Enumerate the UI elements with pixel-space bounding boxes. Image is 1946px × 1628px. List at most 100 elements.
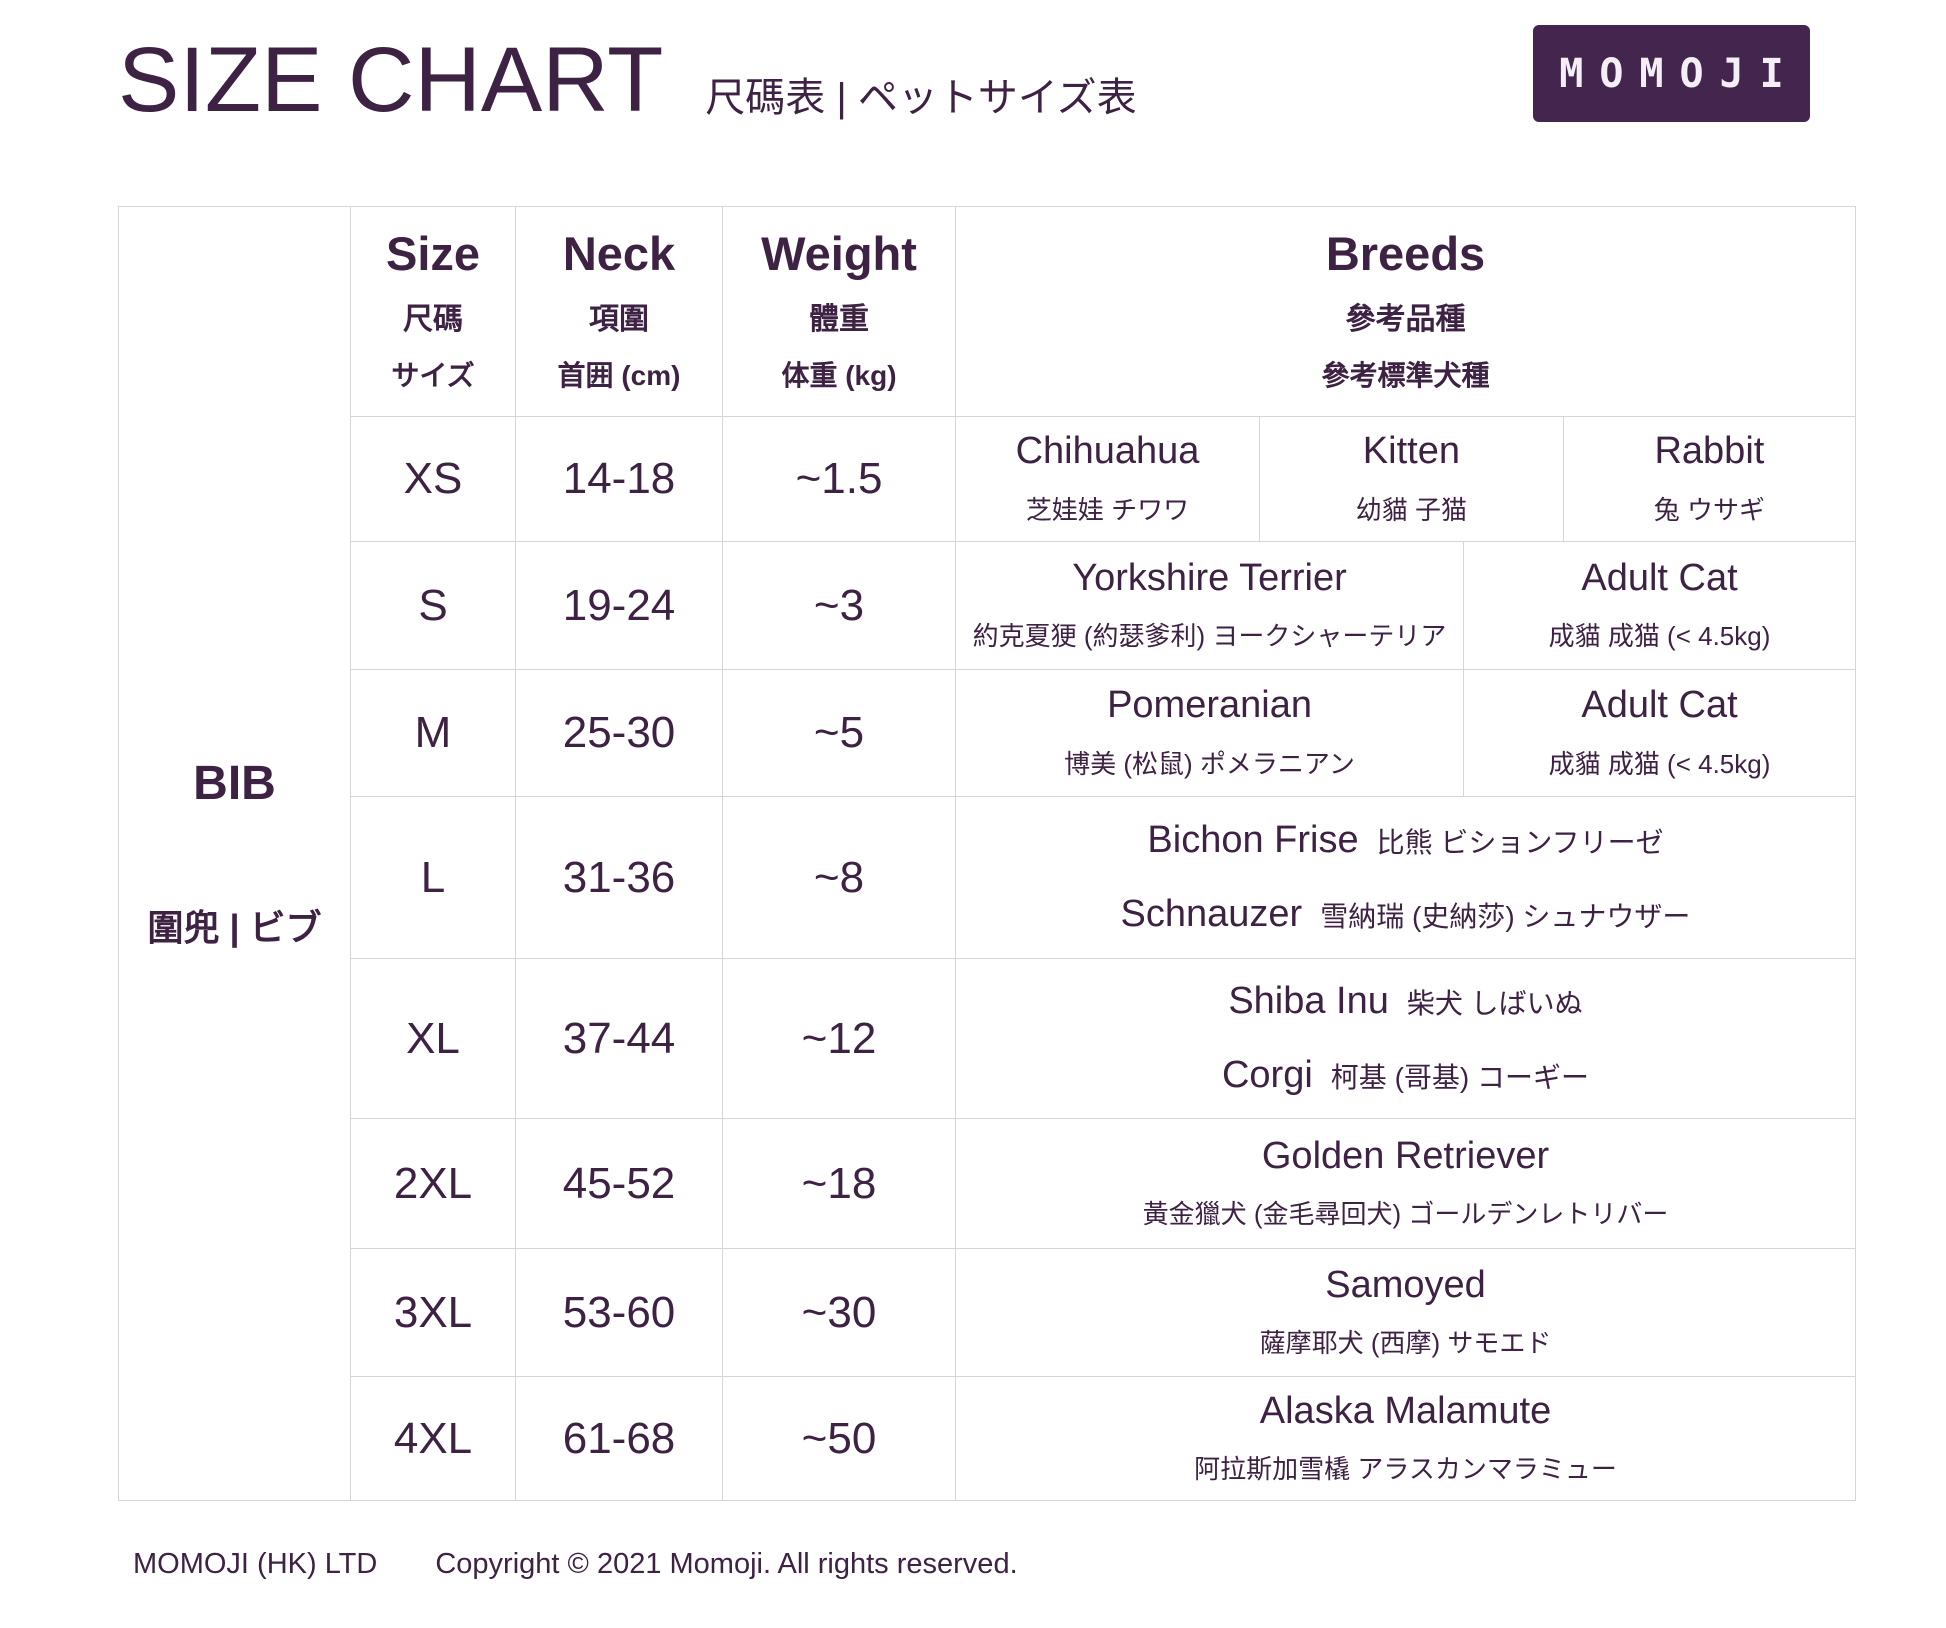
column-header-breeds: Breeds 參考品種 參考標準犬種 — [955, 206, 1856, 417]
breeds-cell: Pomeranian 博美 (松鼠) ポメラニアン Adult Cat 成貓 成猫 (… — [955, 669, 1856, 797]
column-size-en: Size — [385, 226, 481, 280]
momoji-logo: MOMOJI — [1533, 25, 1810, 122]
breed-name-en: Yorkshire Terrier — [1072, 556, 1347, 599]
breeds-group: Shiba Inu 柴犬 しばいぬ Corgi 柯基 (哥基) コーギー — [956, 959, 1855, 1118]
breeds-group: Chihuahua 芝娃娃 チワワ Kitten 幼貓 子猫 Rabbit 兔 ウサギ — [956, 417, 1855, 541]
size-value: XL — [350, 958, 516, 1119]
table-row-xl: XL 37-44 ~12 Shiba Inu 柴犬 しばいぬ Corgi 柯基 (哥基) コ… — [119, 958, 1856, 1119]
breed-name-local: 雪納瑞 (史納莎) シュナウザー — [1320, 900, 1691, 932]
breed-entry: Golden Retriever 黃金獵犬 (金毛尋回犬) ゴールデンレトリバー — [956, 1119, 1855, 1248]
breed-name-local: 阿拉斯加雪橇 アラスカンマラミュー — [1194, 1454, 1617, 1485]
size-value: XS — [350, 416, 516, 542]
breed-name-local: 比熊 ビションフリーゼ — [1376, 826, 1664, 858]
size-value: M — [350, 669, 516, 797]
breeds-cell: Samoyed 薩摩耶犬 (西摩) サモエド — [955, 1248, 1856, 1377]
table-row-s: S 19-24 ~3 Yorkshire Terrier 約克夏㹴 (約瑟爹利) ヨーク… — [119, 541, 1856, 670]
neck-value: 14-18 — [515, 416, 723, 542]
breeds-group: Yorkshire Terrier 約克夏㹴 (約瑟爹利) ヨークシャーテリア Ad… — [956, 542, 1855, 669]
breeds-cell: Alaska Malamute 阿拉斯加雪橇 アラスカンマラミュー — [955, 1376, 1856, 1501]
table-header-row: BIB 圍兜 | ビブ Size 尺碼 サイズ Neck 項圍 首囲 ( — [118, 206, 1856, 1501]
size-value: L — [350, 796, 516, 959]
column-neck-ja: 首囲 (cm) — [557, 360, 681, 392]
table-row-3xl: 3XL 53-60 ~30 Samoyed 薩摩耶犬 (西摩) サモエド — [119, 1248, 1856, 1377]
page-title: SIZE CHART — [118, 29, 664, 131]
table-row-xs: XS 14-18 ~1.5 Chihuahua 芝娃娃 チワワ Kitten 幼貓 子猫 Ra… — [119, 416, 1856, 542]
column-breeds-ja: 參考標準犬種 — [1321, 360, 1490, 392]
breed-name-local: 成貓 成猫 (< 4.5kg) — [1548, 748, 1771, 779]
product-name-local: 圍兜 | ビブ — [147, 907, 322, 948]
table-row-l: L 31-36 ~8 Bichon Frise 比熊 ビションフリーゼ Schnauzer… — [119, 796, 1856, 959]
breed-name-local: 柴犬 しばいぬ — [1406, 987, 1583, 1019]
weight-value: ~5 — [722, 669, 956, 797]
column-weight-ja: 体重 (kg) — [781, 360, 897, 392]
column-header-size: Size 尺碼 サイズ — [350, 206, 516, 417]
product-cell: BIB 圍兜 | ビブ — [118, 206, 351, 1501]
product-label: BIB 圍兜 | ビブ — [119, 756, 350, 951]
breed-name-en: Adult Cat — [1581, 556, 1738, 599]
breed-name-en: Bichon Frise — [1147, 818, 1359, 861]
breed-entry: Adult Cat 成貓 成猫 (< 4.5kg) — [1463, 670, 1855, 796]
breed-name-en: Samoyed — [1325, 1263, 1486, 1306]
size-value: 2XL — [350, 1118, 516, 1249]
breeds-group: Bichon Frise 比熊 ビションフリーゼ Schnauzer 雪納瑞 (史納莎… — [956, 797, 1855, 958]
neck-value: 53-60 — [515, 1248, 723, 1377]
weight-value: ~1.5 — [722, 416, 956, 542]
weight-value: ~18 — [722, 1118, 956, 1249]
breeds-group: Golden Retriever 黃金獵犬 (金毛尋回犬) ゴールデンレトリバー — [956, 1119, 1855, 1248]
breed-entry: Schnauzer 雪納瑞 (史納莎) シュナウザー — [1121, 893, 1691, 936]
product-name-en: BIB — [193, 757, 276, 810]
neck-value: 61-68 — [515, 1376, 723, 1501]
page-subtitle: 尺碼表 | ペットサイズ表 — [705, 76, 1137, 120]
breeds-group: Alaska Malamute 阿拉斯加雪橇 アラスカンマラミュー — [956, 1377, 1855, 1500]
breed-entry: Pomeranian 博美 (松鼠) ポメラニアン — [956, 670, 1463, 796]
table-row-4xl: 4XL 61-68 ~50 Alaska Malamute 阿拉斯加雪橇 アラスカンマラ… — [119, 1376, 1856, 1501]
column-neck-zh: 項圍 — [589, 303, 649, 337]
breed-entry: Alaska Malamute 阿拉斯加雪橇 アラスカンマラミュー — [956, 1377, 1855, 1500]
size-value: 3XL — [350, 1248, 516, 1377]
page-footer: MOMOJI (HK) LTD Copyright © 2021 Momoji.… — [133, 1548, 1018, 1581]
neck-value: 19-24 — [515, 541, 723, 670]
breed-name-en: Shiba Inu — [1228, 979, 1389, 1022]
breed-name-en: Golden Retriever — [1261, 1134, 1550, 1177]
breed-name-local: 幼貓 子猫 — [1355, 494, 1467, 525]
breed-entry: Corgi 柯基 (哥基) コーギー — [1221, 1053, 1590, 1097]
breed-name-en: Alaska Malamute — [1259, 1389, 1552, 1432]
weight-value: ~8 — [722, 796, 956, 959]
breeds-cell: Shiba Inu 柴犬 しばいぬ Corgi 柯基 (哥基) コーギー — [955, 958, 1856, 1119]
breeds-cell: Yorkshire Terrier 約克夏㹴 (約瑟爹利) ヨークシャーテリア Ad… — [955, 541, 1856, 670]
breed-name-local: 黃金獵犬 (金毛尋回犬) ゴールデンレトリバー — [1142, 1199, 1669, 1230]
column-header-neck: Neck 項圍 首囲 (cm) — [515, 206, 723, 417]
breed-name-en: Corgi — [1221, 1053, 1313, 1096]
breed-name-local: 兔 ウサギ — [1653, 494, 1766, 525]
breed-name-en: Pomeranian — [1107, 684, 1312, 727]
momoji-logo-text: MOMOJI — [1559, 50, 1800, 97]
breed-name-local: 柯基 (哥基) コーギー — [1330, 1061, 1590, 1093]
column-weight-zh: 體重 — [809, 303, 869, 337]
weight-value: ~50 — [722, 1376, 956, 1501]
breed-entry: Shiba Inu 柴犬 しばいぬ — [1228, 979, 1583, 1023]
breed-name-local: 約克夏㹴 (約瑟爹利) ヨークシャーテリア — [972, 621, 1447, 652]
breeds-cell: Bichon Frise 比熊 ビションフリーゼ Schnauzer 雪納瑞 (史納莎… — [955, 796, 1856, 959]
column-weight-en: Weight — [761, 226, 917, 280]
table-row-m: M 25-30 ~5 Pomeranian 博美 (松鼠) ポメラニアン Adult Ca… — [119, 669, 1856, 797]
breed-entry: Rabbit 兔 ウサギ — [1562, 417, 1855, 541]
size-value: S — [350, 541, 516, 670]
table-row-2xl: 2XL 45-52 ~18 Golden Retriever 黃金獵犬 (金毛尋回犬) … — [119, 1118, 1856, 1249]
breed-name-en: Rabbit — [1654, 430, 1765, 473]
column-size-zh: 尺碼 — [403, 303, 463, 337]
weight-value: ~3 — [722, 541, 956, 670]
breed-entry: Adult Cat 成貓 成猫 (< 4.5kg) — [1463, 542, 1855, 669]
breeds-group: Pomeranian 博美 (松鼠) ポメラニアン Adult Cat 成貓 成猫 (… — [956, 670, 1855, 796]
column-neck-en: Neck — [562, 226, 676, 280]
size-chart-table: BIB 圍兜 | ビブ Size 尺碼 サイズ Neck 項圍 首囲 ( — [118, 206, 1856, 1501]
neck-value: 25-30 — [515, 669, 723, 797]
neck-value: 45-52 — [515, 1118, 723, 1249]
column-breeds-zh: 參考品種 — [1345, 303, 1466, 337]
breed-entry: Bichon Frise 比熊 ビションフリーゼ — [1147, 818, 1664, 862]
breed-name-local: 博美 (松鼠) ポメラニアン — [1064, 748, 1355, 779]
column-header-weight: Weight 體重 体重 (kg) — [722, 206, 956, 417]
neck-value: 37-44 — [515, 958, 723, 1119]
footer-company: MOMOJI (HK) LTD — [133, 1548, 378, 1580]
breed-name-local: 芝娃娃 チワワ — [1025, 494, 1190, 525]
